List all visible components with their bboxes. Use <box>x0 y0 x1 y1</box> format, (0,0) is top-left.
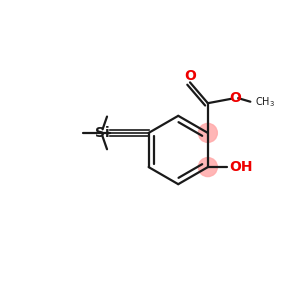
Circle shape <box>198 123 217 142</box>
Text: O: O <box>184 69 196 83</box>
Text: CH$_3$: CH$_3$ <box>255 95 275 109</box>
Text: OH: OH <box>229 160 252 174</box>
Circle shape <box>198 158 217 177</box>
Text: Si: Si <box>95 126 110 140</box>
Text: O: O <box>230 91 242 105</box>
